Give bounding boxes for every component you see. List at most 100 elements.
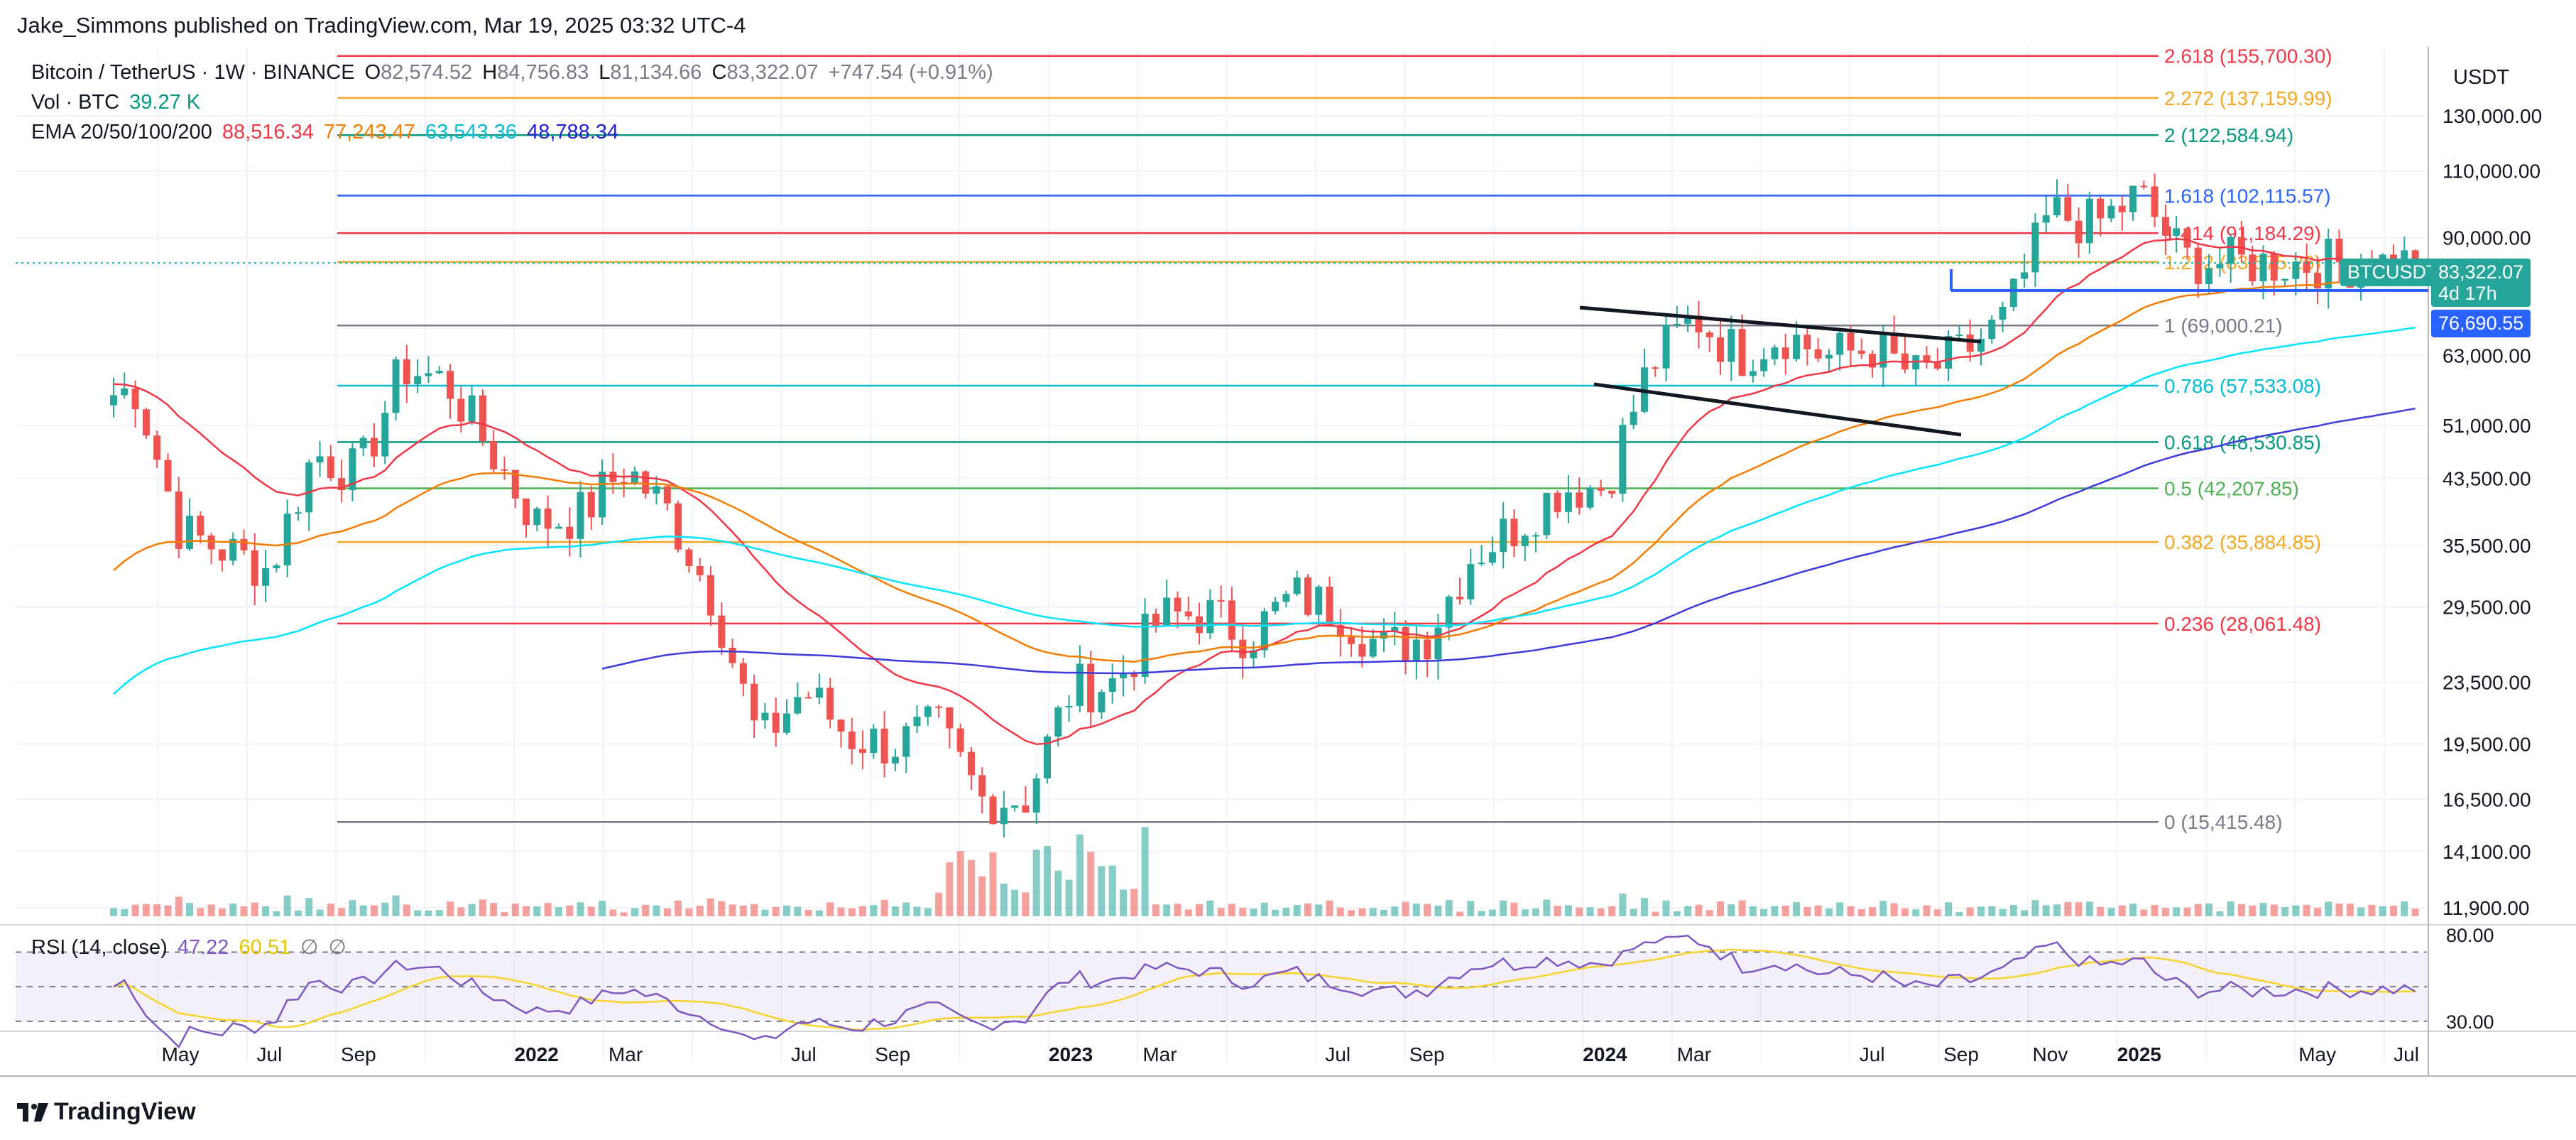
- candle-body: [620, 482, 628, 484]
- volume-bar: [1640, 898, 1648, 916]
- rsi-na-2: ∅: [328, 936, 346, 959]
- candle-body: [186, 515, 194, 549]
- volume-bar: [1488, 909, 1496, 916]
- fib-level-label: 2.618 (155,700.30): [2164, 45, 2332, 67]
- candle-body: [403, 359, 410, 384]
- volume-bar: [359, 905, 367, 916]
- volume-bar: [2183, 907, 2191, 916]
- volume-bar: [1684, 906, 1692, 916]
- last-price-badge: 83,322.07 4d 17h: [2431, 259, 2531, 307]
- candle-body: [1576, 492, 1583, 508]
- candle-body: [197, 515, 204, 536]
- volume-bar: [316, 909, 324, 916]
- ema100-value: 63,543.36: [425, 121, 517, 143]
- volume-bar: [218, 908, 226, 916]
- candle-body: [880, 728, 888, 764]
- candle-body: [1999, 307, 2007, 320]
- candle-body: [577, 492, 584, 539]
- ema20-line: [113, 238, 2416, 745]
- volume-bar: [967, 859, 975, 916]
- candle-body: [164, 460, 172, 492]
- rsi-na-1: ∅: [300, 936, 319, 959]
- rsi-axis-tick: 30.00: [2446, 1011, 2494, 1033]
- trendline-lower: [1593, 382, 1962, 437]
- volume-bar: [1348, 910, 1355, 916]
- candle-body: [2173, 228, 2181, 236]
- candle-body: [685, 549, 693, 566]
- volume-bar: [1174, 903, 1181, 916]
- volume-bar: [880, 899, 888, 916]
- candle-body: [826, 688, 834, 720]
- volume-bar: [642, 904, 650, 916]
- candle-body: [251, 550, 258, 586]
- candle-body: [2031, 222, 2039, 273]
- volume-bar: [2118, 905, 2126, 916]
- candle-body: [359, 438, 367, 449]
- volume-bar: [2237, 903, 2245, 916]
- candle-body: [490, 440, 498, 469]
- volume-bar: [1293, 904, 1301, 916]
- symbol-title: Bitcoin / TetherUS · 1W · BINANCE: [31, 61, 355, 84]
- candle-body: [783, 713, 791, 733]
- time-axis-label: Sep: [1409, 1043, 1445, 1065]
- candle-body: [142, 409, 150, 436]
- fib-level-label: 0 (15,415.48): [2164, 811, 2283, 833]
- rsi-label: RSI (14, close): [31, 936, 168, 959]
- volume-bar: [1282, 908, 1290, 916]
- candle-body: [1304, 577, 1311, 615]
- candle-body: [1336, 625, 1344, 637]
- volume-bar: [1966, 907, 1974, 916]
- volume-bar: [2411, 908, 2419, 916]
- volume-bar: [1120, 889, 1128, 916]
- candle-body: [294, 512, 302, 514]
- candle-body: [1087, 663, 1095, 712]
- volume-bar: [1705, 910, 1713, 916]
- candle-body: [1326, 586, 1333, 626]
- volume-bar: [1260, 902, 1268, 916]
- candle-body: [1391, 626, 1399, 631]
- symbol-legend: Bitcoin / TetherUS · 1W · BINANCE O82,57…: [31, 61, 998, 85]
- ema-legend: EMA 20/50/100/200 88,516.34 77,243.47 63…: [31, 121, 623, 144]
- volume-bar: [240, 906, 248, 916]
- volume-bar: [2107, 908, 2115, 916]
- candle-body: [1684, 315, 1692, 324]
- volume-bar: [913, 906, 921, 916]
- candle-body: [891, 756, 899, 764]
- volume-bar: [2390, 906, 2398, 916]
- time-axis-label: Nov: [2033, 1043, 2068, 1065]
- volume-bar: [1424, 903, 1431, 916]
- volume-bar: [1836, 902, 1844, 916]
- volume-bar: [1988, 906, 1996, 916]
- volume-bar: [653, 905, 660, 916]
- volume-bar: [381, 902, 389, 916]
- time-axis-label: May: [162, 1043, 200, 1065]
- candle-body: [2281, 278, 2289, 281]
- volume-bar: [121, 908, 129, 916]
- candle-body: [848, 731, 856, 749]
- rsi-value: 47.22: [177, 936, 229, 959]
- candle-body: [1348, 636, 1355, 644]
- volume-bar: [153, 904, 161, 916]
- candle-body: [2303, 261, 2310, 273]
- rsi-ma-line: [113, 948, 2416, 1031]
- volume-bar: [2401, 901, 2408, 916]
- volume-bar: [1923, 905, 1931, 916]
- volume-bar: [1108, 865, 1116, 916]
- price-axis-tick: 19,500.00: [2443, 734, 2531, 756]
- volume-bar: [663, 908, 671, 916]
- candle-body: [1869, 354, 1877, 368]
- volume-bar: [1087, 852, 1095, 916]
- volume-bar: [1662, 900, 1670, 916]
- volume-bar: [1933, 909, 1941, 916]
- fib-level-label: 0.5 (42,207.85): [2164, 477, 2299, 499]
- volume-bar: [1695, 904, 1703, 916]
- volume-bar: [2097, 906, 2105, 916]
- time-axis-label: Jul: [2394, 1043, 2419, 1065]
- candle-body: [2183, 228, 2191, 248]
- candle-body: [2237, 237, 2245, 255]
- fib-level-label: 0.236 (28,061.48): [2164, 613, 2321, 635]
- candle-body: [1412, 639, 1420, 661]
- candle-body: [1608, 490, 1616, 494]
- volume-bar: [1304, 903, 1311, 916]
